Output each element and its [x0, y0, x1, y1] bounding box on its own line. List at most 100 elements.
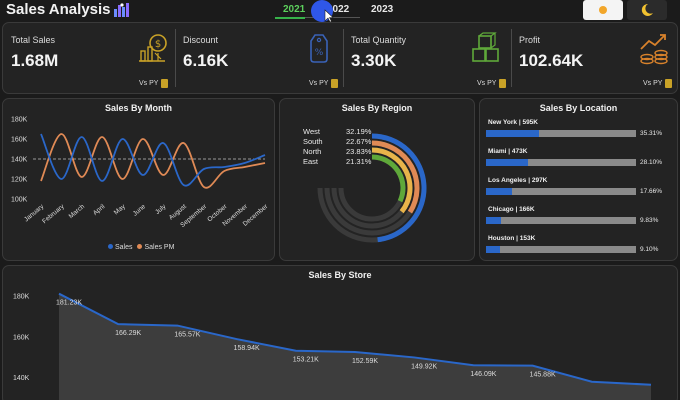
- kpi-value: 102.64K: [519, 51, 584, 70]
- sales-by-store-panel[interactable]: Sales By Store 140K 160K 180K 181.23K 166.29…: [2, 265, 678, 400]
- kpi-total-sales[interactable]: Total Sales 1.68M $ Vs PY: [3, 23, 171, 93]
- kpi-value: 3.30K: [351, 51, 397, 70]
- svg-text:$: $: [155, 39, 161, 50]
- vs-indicator-icon: [331, 79, 338, 88]
- dark-mode-button[interactable]: [627, 0, 667, 20]
- sales-by-region-radial-chart[interactable]: [280, 99, 474, 260]
- data-label: 146.09K: [470, 371, 496, 378]
- year-tab-2023[interactable]: 2023: [371, 4, 394, 15]
- x-tick-label: July: [154, 203, 168, 216]
- y-tick-label: 160K: [13, 334, 30, 341]
- panel-title: Sales By Location: [539, 103, 618, 113]
- location-bar-fill: [486, 188, 513, 195]
- y-tick-label: 120K: [11, 177, 28, 184]
- year-tab-2021[interactable]: 2021: [283, 4, 306, 15]
- kpi-label: Total Quantity: [351, 35, 407, 45]
- x-tick-label: March: [68, 203, 87, 220]
- location-row[interactable]: Los Angeles | 297K 17.66%: [486, 177, 666, 201]
- data-label: 165.57K: [174, 332, 200, 339]
- kpi-vs-label: Vs PY: [643, 80, 663, 87]
- location-label: Houston | 153K: [488, 235, 536, 242]
- location-label: Los Angeles | 297K: [488, 177, 548, 184]
- money-bag-chart-icon: $: [139, 34, 167, 62]
- location-bar-fill: [486, 130, 539, 137]
- location-row[interactable]: New York | 595K 35.31%: [486, 119, 666, 143]
- location-label: New York | 595K: [488, 119, 538, 126]
- location-bar-fill: [486, 217, 501, 224]
- legend-item-sales[interactable]: Sales: [108, 244, 133, 251]
- legend-label: Sales PM: [144, 244, 175, 251]
- location-label: Miami | 473K: [488, 148, 528, 155]
- y-tick-label: 180K: [11, 117, 28, 124]
- year-tab-2022[interactable]: 2022: [327, 4, 350, 15]
- data-label: 181.23K: [56, 300, 82, 307]
- region-row-west: West 32.19%: [303, 127, 378, 137]
- year-selected-underline: [275, 17, 305, 19]
- region-pct: 23.83%: [346, 147, 372, 156]
- kpi-row: Total Sales 1.68M $ Vs PY Discount 6.16K…: [2, 22, 678, 94]
- kpi-label: Total Sales: [11, 35, 56, 45]
- year-slicer[interactable]: 2021 2022 2023: [275, 4, 410, 18]
- radial-bar-north[interactable]: [371, 147, 413, 214]
- location-label: Chicago | 166K: [488, 206, 535, 213]
- light-mode-button[interactable]: [583, 0, 623, 20]
- kpi-vs-label: Vs PY: [139, 80, 159, 87]
- moon-icon: [641, 3, 653, 16]
- region-pct: 22.67%: [346, 137, 372, 146]
- legend-label: Sales: [115, 244, 133, 251]
- region-row-south: South 22.67%: [303, 137, 378, 147]
- region-row-east: East 21.31%: [303, 157, 378, 167]
- x-tick-label: February: [41, 203, 66, 226]
- radial-bar-east[interactable]: [371, 154, 406, 203]
- location-bar-track: [486, 130, 636, 137]
- data-label: 166.29K: [115, 330, 141, 337]
- data-label: 158.94K: [234, 345, 260, 352]
- y-tick-label: 140K: [13, 375, 30, 382]
- sales-by-location-panel[interactable]: Sales By Location New York | 595K 35.31% M…: [479, 98, 678, 261]
- location-bar-track: [486, 246, 636, 253]
- location-row[interactable]: Houston | 153K 9.10%: [486, 235, 666, 259]
- panel-title: Sales By Month: [104, 103, 172, 113]
- location-bar-track: [486, 159, 636, 166]
- region-name: South: [303, 137, 323, 146]
- kpi-label: Discount: [183, 35, 219, 45]
- data-label: 145.88K: [530, 372, 556, 379]
- bar-chart-icon: [114, 3, 129, 17]
- location-row[interactable]: Chicago | 166K 9.83%: [486, 206, 666, 230]
- kpi-profit[interactable]: Profit 102.64K Vs PY: [511, 23, 677, 93]
- y-tick-label: 100K: [11, 197, 28, 204]
- series-line-sales[interactable]: [40, 133, 266, 187]
- svg-text:%: %: [315, 48, 324, 58]
- location-row[interactable]: Miami | 473K 28.10%: [486, 148, 666, 172]
- sales-by-region-panel[interactable]: Sales By Region West 32.19% South 22.67% N…: [279, 98, 475, 261]
- kpi-vs-label: Vs PY: [309, 80, 329, 87]
- legend-item-sales-pm[interactable]: Sales PM: [137, 244, 174, 251]
- kpi-divider: [175, 29, 176, 87]
- coins-growth-icon: [640, 34, 668, 65]
- y-tick-label: 180K: [13, 294, 30, 301]
- radial-bar-south[interactable]: [371, 140, 420, 214]
- location-pct: 9.83%: [640, 217, 659, 224]
- sales-by-month-panel[interactable]: Sales By Month 100K 120K 140K 160K 180K Janua…: [2, 98, 275, 261]
- region-name: West: [303, 127, 320, 136]
- area-line[interactable]: [58, 292, 652, 386]
- panel-title: Sales By Region: [341, 103, 413, 113]
- x-tick-label: April: [92, 203, 107, 217]
- kpi-value: 6.16K: [183, 51, 229, 70]
- kpi-discount[interactable]: Discount 6.16K % Vs PY: [175, 23, 343, 93]
- kpi-total-quantity[interactable]: Total Quantity 3.30K Vs PY: [343, 23, 511, 93]
- x-tick-label: May: [113, 203, 127, 217]
- location-bar-track: [486, 188, 636, 195]
- region-name: East: [303, 157, 319, 166]
- region-pct: 32.19%: [346, 127, 372, 136]
- sales-by-store-chart[interactable]: 140K 160K 180K 181.23K 166.29K 165.57K 158.94K…: [3, 266, 677, 400]
- location-pct: 17.66%: [640, 188, 663, 195]
- radial-bar-west[interactable]: [371, 133, 427, 243]
- vs-indicator-icon: [499, 79, 506, 88]
- x-tick-label: June: [132, 203, 148, 218]
- kpi-value: 1.68M: [11, 51, 59, 70]
- mouse-pointer-icon: [324, 9, 334, 23]
- location-pct: 28.10%: [640, 159, 663, 166]
- location-pct: 35.31%: [640, 130, 663, 137]
